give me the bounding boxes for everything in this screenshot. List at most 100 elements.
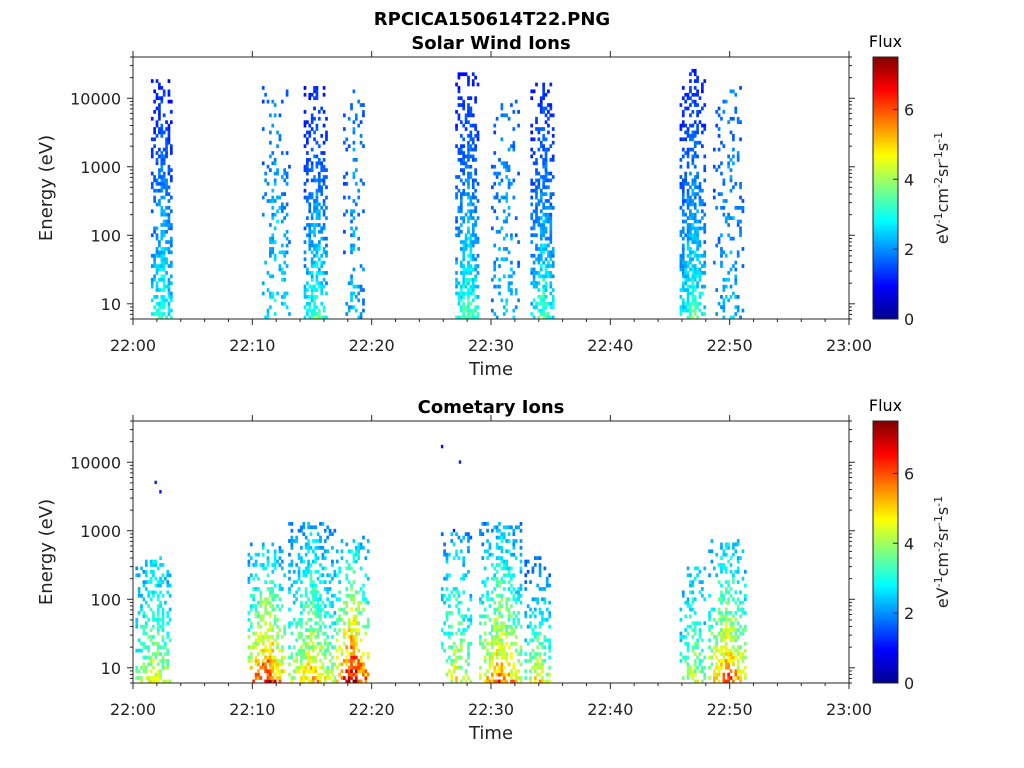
- heatmap-cell: [317, 240, 321, 244]
- heatmap-cell: [317, 257, 321, 262]
- heatmap-cell: [445, 614, 449, 619]
- heatmap-cell: [720, 662, 723, 667]
- heatmap-cell: [354, 662, 358, 667]
- heatmap-cell: [271, 188, 275, 193]
- heatmap-cell: [542, 137, 545, 142]
- heatmap-cell: [308, 209, 312, 214]
- heatmap-cell: [689, 226, 692, 231]
- heatmap-cell: [720, 205, 723, 210]
- heatmap-cell: [347, 676, 351, 680]
- heatmap-cell: [686, 151, 690, 155]
- heatmap-cell: [304, 600, 308, 605]
- heatmap-cell: [507, 631, 511, 636]
- heatmap-cell: [142, 583, 146, 588]
- heatmap-cell: [693, 212, 697, 217]
- heatmap-cell: [443, 621, 446, 626]
- heatmap-cell: [310, 271, 314, 275]
- heatmap-cell: [734, 305, 738, 310]
- heatmap-cell: [326, 665, 330, 670]
- heatmap-cell: [462, 573, 466, 578]
- heatmap-cell: [149, 576, 153, 581]
- heatmap-cell: [542, 185, 545, 190]
- heatmap-cell: [693, 641, 697, 646]
- heatmap-cell: [321, 662, 325, 667]
- heatmap-cell: [290, 535, 294, 540]
- heatmap-cell: [734, 590, 738, 595]
- heatmap-cell: [152, 614, 155, 619]
- heatmap-cell: [681, 267, 685, 272]
- heatmap-cell: [297, 569, 301, 574]
- heatmap-cell: [474, 305, 477, 310]
- heatmap-cell: [354, 157, 358, 162]
- heatmap-cell: [164, 679, 167, 684]
- heatmap-cell: [741, 655, 745, 660]
- heatmap-cell: [459, 621, 463, 626]
- heatmap-cell: [724, 631, 728, 636]
- heatmap-cell: [167, 99, 171, 104]
- heatmap-cell: [290, 559, 294, 564]
- heatmap-cell: [703, 229, 707, 234]
- heatmap-cell: [459, 229, 463, 234]
- heatmap-cell: [266, 556, 270, 560]
- heatmap-cell: [474, 123, 477, 128]
- heatmap-cell: [467, 134, 470, 138]
- heatmap-cell: [162, 277, 166, 282]
- heatmap-cell: [542, 298, 545, 303]
- heatmap-cell: [167, 284, 171, 289]
- heatmap-cell: [323, 539, 327, 543]
- heatmap-cell: [264, 611, 267, 615]
- heatmap-cell: [469, 195, 473, 200]
- heatmap-cell: [507, 525, 511, 530]
- heatmap-cell: [314, 676, 318, 680]
- heatmap-cell: [310, 295, 314, 299]
- heatmap-cell: [549, 195, 553, 200]
- heatmap-cell: [691, 315, 695, 320]
- heatmap-cell: [340, 539, 344, 543]
- heatmap-cell: [316, 614, 320, 619]
- heatmap-cell: [507, 147, 511, 152]
- heatmap-cell: [320, 168, 324, 172]
- heatmap-cell: [312, 645, 315, 650]
- heatmap-cell: [271, 628, 275, 632]
- heatmap-cell: [739, 669, 742, 674]
- heatmap-cell: [276, 669, 279, 674]
- heatmap-cell: [469, 617, 473, 622]
- heatmap-cell: [547, 185, 550, 190]
- heatmap-cell: [519, 528, 523, 533]
- heatmap-cell: [364, 600, 368, 605]
- heatmap-cell: [323, 604, 327, 608]
- heatmap-cell: [254, 552, 258, 557]
- heatmap-cell: [537, 281, 541, 286]
- heatmap-cell: [271, 216, 275, 220]
- heatmap-cell: [144, 665, 148, 670]
- heatmap-cell: [313, 247, 316, 251]
- heatmap-cell: [531, 655, 535, 660]
- heatmap-cell: [544, 281, 548, 286]
- heatmap-cell: [537, 171, 541, 176]
- heatmap-cell: [452, 542, 456, 547]
- heatmap-cell: [498, 635, 501, 639]
- heatmap-cell: [722, 178, 726, 183]
- heatmap-cell: [445, 617, 449, 622]
- heatmap-cell: [331, 600, 334, 605]
- heatmap-cell: [539, 199, 543, 203]
- heatmap-cell: [312, 559, 315, 564]
- heatmap-cell: [537, 271, 541, 275]
- heatmap-cell: [727, 597, 730, 602]
- heatmap-cell: [312, 655, 315, 660]
- heatmap-cell: [273, 583, 277, 588]
- heatmap-cell: [681, 250, 685, 255]
- heatmap-cell: [500, 556, 504, 560]
- heatmap-cell: [158, 147, 161, 152]
- heatmap-cell: [362, 590, 365, 595]
- heatmap-cell: [712, 607, 716, 612]
- heatmap-cell: [345, 147, 349, 152]
- heatmap-cell: [343, 600, 346, 605]
- heatmap-cell: [325, 168, 328, 172]
- heatmap-cell: [502, 679, 506, 684]
- heatmap-cell: [313, 199, 316, 203]
- heatmap-cell: [538, 641, 542, 646]
- heatmap-cell: [357, 604, 361, 608]
- heatmap-cell: [247, 659, 251, 663]
